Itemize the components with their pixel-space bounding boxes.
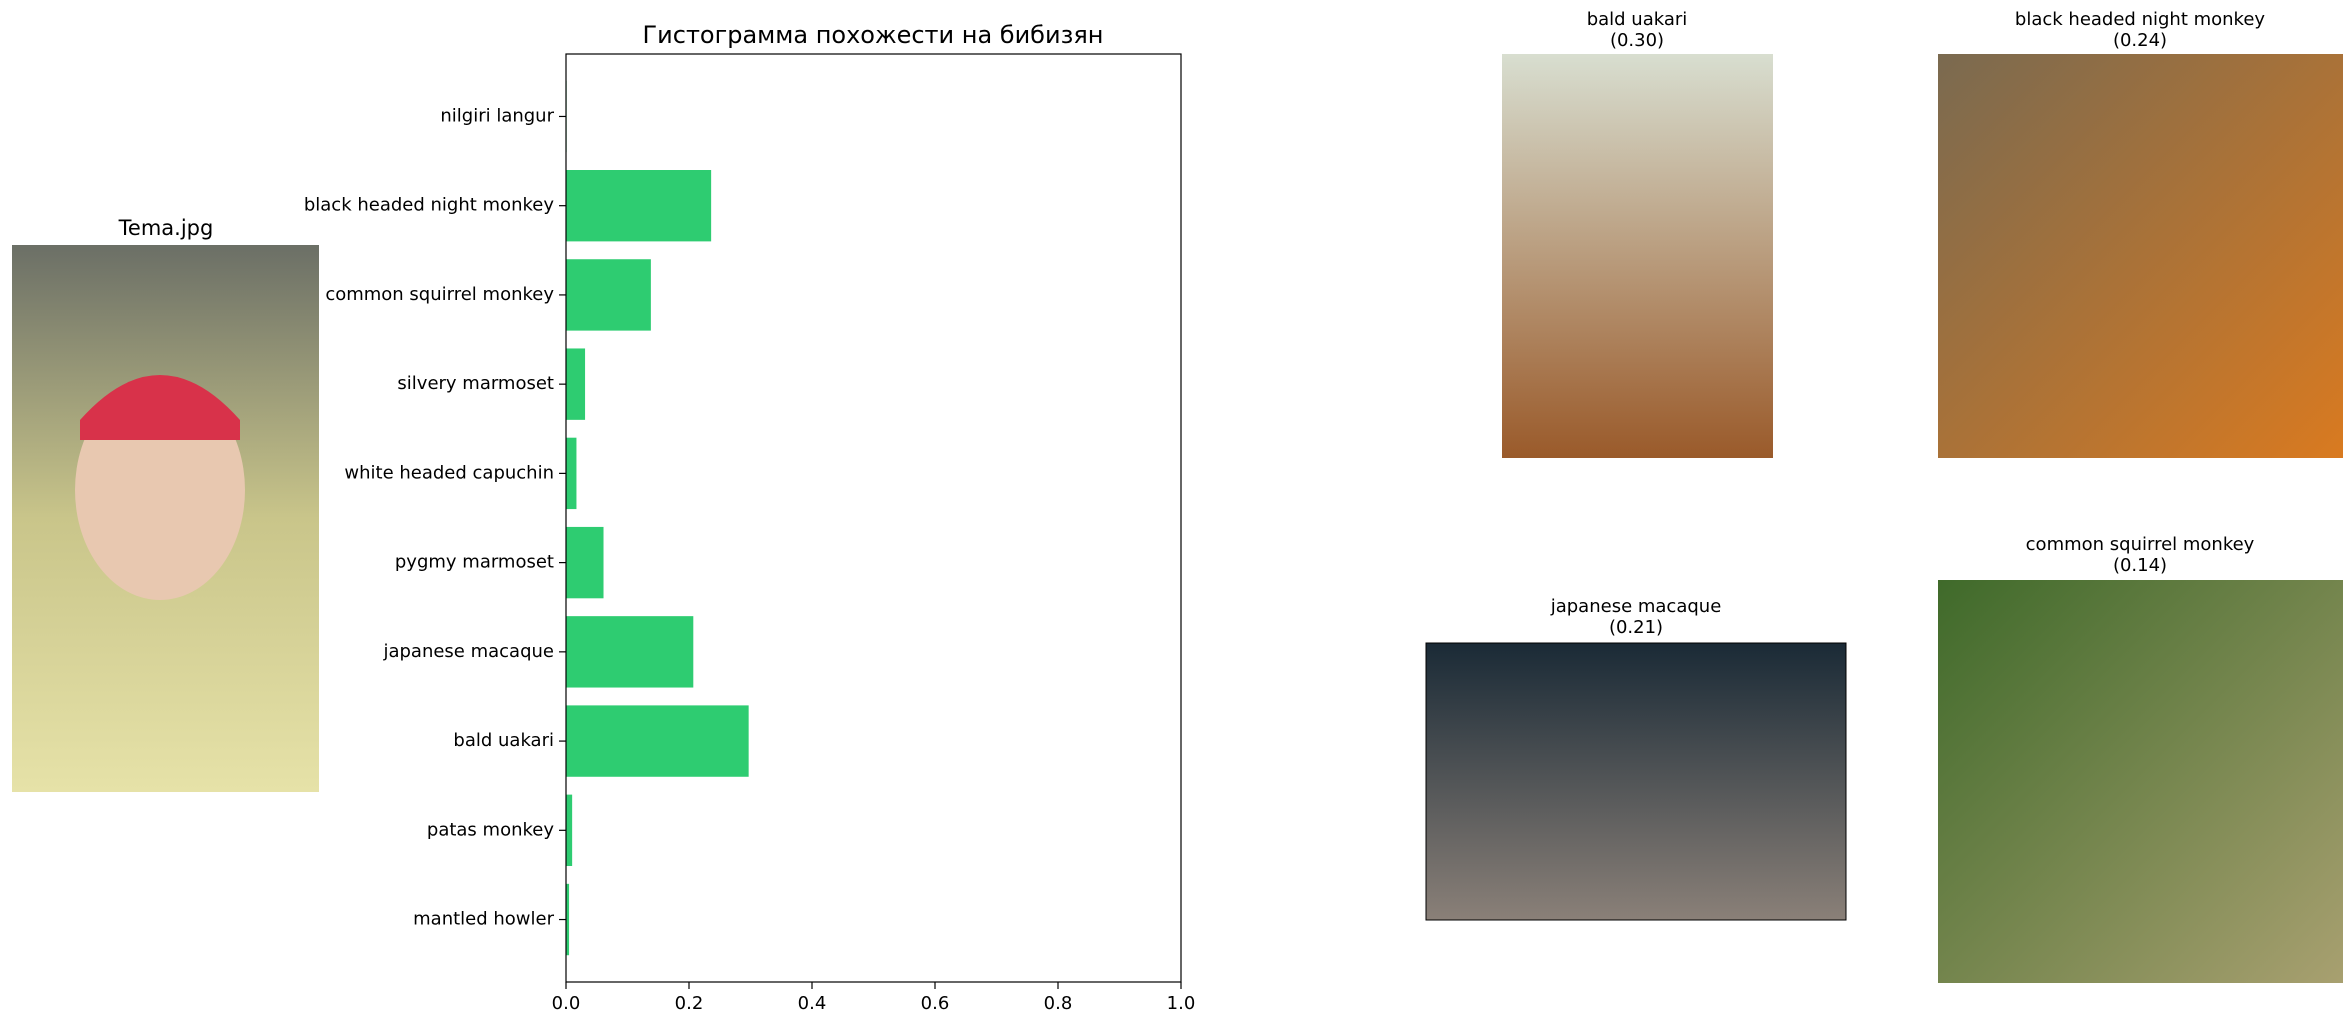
y-tick-label: mantled howler — [413, 909, 554, 930]
photo-title: Tema.jpg — [118, 216, 214, 240]
bar — [566, 883, 570, 956]
bar — [566, 705, 749, 777]
bar — [566, 259, 651, 331]
x-tick-label: 0.2 — [675, 993, 704, 1014]
gallery-score: (0.30) — [1610, 30, 1664, 51]
gallery-title: black headed night monkey — [2015, 9, 2265, 30]
y-tick-label: common squirrel monkey — [325, 284, 554, 305]
y-tick-label: japanese macaque — [382, 641, 554, 662]
x-tick-label: 1.0 — [1167, 993, 1196, 1014]
photo-cap — [80, 375, 240, 440]
gallery-image — [1938, 580, 2343, 983]
bar — [566, 794, 573, 866]
y-tick-label: silvery marmoset — [397, 373, 554, 394]
gallery-image — [1425, 642, 1847, 921]
bar — [566, 437, 577, 510]
gallery-score: (0.14) — [2113, 555, 2167, 576]
gallery-image — [1938, 54, 2343, 458]
plot-frame — [565, 53, 1182, 983]
x-tick-label: 0.6 — [921, 993, 950, 1014]
gallery-title: common squirrel monkey — [2026, 534, 2255, 555]
gallery-title: bald uakari — [1587, 9, 1688, 30]
x-tick-label: 0.8 — [1044, 993, 1073, 1014]
bar — [566, 348, 586, 420]
y-tick-label: black headed night monkey — [304, 195, 554, 216]
gallery-title: japanese macaque — [1550, 596, 1722, 617]
x-tick-label: 0.4 — [798, 993, 827, 1014]
x-tick-label: 0.0 — [552, 993, 581, 1014]
gallery-image — [1502, 54, 1773, 458]
gallery-score: (0.21) — [1609, 617, 1663, 638]
y-tick-label: nilgiri langur — [440, 105, 554, 126]
bar — [566, 170, 712, 242]
chart-title: Гистограмма похожести на бибизян — [643, 21, 1104, 49]
y-tick-label: bald uakari — [453, 730, 554, 751]
bar — [566, 616, 694, 688]
gallery-score: (0.24) — [2113, 30, 2167, 51]
y-tick-label: white headed capuchin — [344, 462, 554, 483]
bar — [566, 526, 604, 599]
y-tick-label: patas monkey — [427, 819, 554, 840]
y-tick-label: pygmy marmoset — [395, 552, 554, 573]
